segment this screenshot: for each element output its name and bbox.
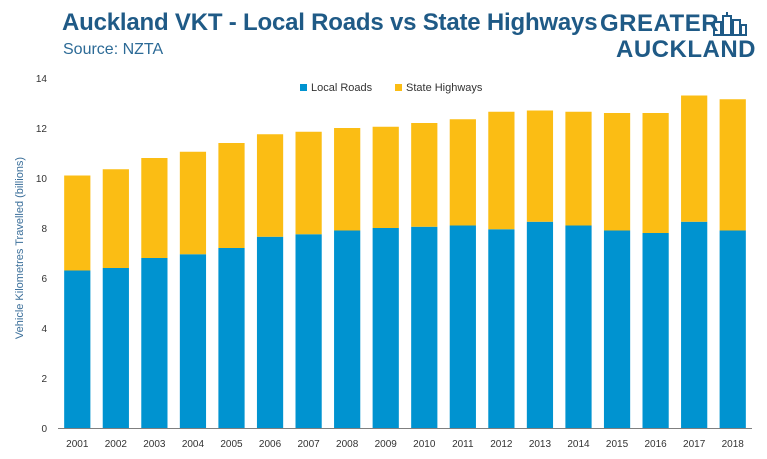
y-tick-label: 8 — [41, 224, 47, 235]
y-tick-label: 4 — [41, 324, 47, 335]
bar-local-roads — [488, 229, 515, 428]
x-tick-label: 2009 — [375, 439, 398, 450]
bar-state-highways — [372, 126, 399, 228]
x-tick-label: 2003 — [143, 439, 166, 450]
bar-state-highways — [64, 175, 91, 271]
bar-local-roads — [64, 270, 91, 428]
x-tick-label: 2014 — [567, 439, 590, 450]
bar-local-roads — [141, 258, 168, 428]
chart-subtitle: Source: NZTA — [63, 41, 164, 58]
bar-state-highways — [449, 119, 476, 226]
bar-local-roads — [526, 221, 554, 428]
x-tick-label: 2012 — [490, 439, 513, 450]
bar-state-highways — [411, 123, 438, 227]
x-tick-label: 2016 — [644, 439, 667, 450]
logo-word-greater: GREATER — [600, 10, 720, 37]
y-tick-label: 14 — [36, 74, 48, 85]
bar-state-highways — [603, 113, 631, 231]
bar-local-roads — [681, 221, 708, 428]
legend-swatch-local-roads — [300, 84, 307, 91]
bar-state-highways — [488, 111, 515, 230]
bar-local-roads — [256, 236, 284, 428]
chart-title: Auckland VKT - Local Roads vs State High… — [62, 9, 598, 36]
bar-local-roads — [179, 254, 207, 428]
y-tick-label: 0 — [41, 424, 47, 435]
bar-local-roads — [603, 230, 631, 428]
bar-local-roads — [372, 228, 399, 428]
bar-state-highways — [719, 99, 746, 231]
x-tick-label: 2002 — [105, 439, 128, 450]
x-tick-label: 2005 — [220, 439, 243, 450]
x-tick-label: 2006 — [259, 439, 282, 450]
y-tick-label: 6 — [41, 274, 47, 285]
x-tick-label: 2018 — [722, 439, 745, 450]
x-tick-label: 2011 — [452, 439, 474, 450]
bar-state-highways — [526, 110, 554, 222]
bar-local-roads — [218, 248, 245, 428]
bar-local-roads — [565, 225, 592, 428]
bar-state-highways — [218, 143, 245, 248]
x-tick-label: 2015 — [606, 439, 629, 450]
x-tick-label: 2013 — [529, 439, 552, 450]
x-tick-label: 2004 — [182, 439, 205, 450]
legend-label-state-highways: State Highways — [406, 82, 483, 94]
bar-state-highways — [141, 158, 168, 258]
bar-state-highways — [256, 134, 284, 237]
bar-state-highways — [102, 169, 129, 268]
x-tick-label: 2007 — [297, 439, 320, 450]
greater-auckland-logo: GREATER AUCKLAND — [600, 10, 755, 63]
legend-label-local-roads: Local Roads — [311, 82, 373, 94]
bar-state-highways — [334, 128, 361, 231]
bar-local-roads — [102, 268, 129, 428]
bar-state-highways — [565, 111, 592, 226]
bar-local-roads — [295, 234, 322, 428]
bar-local-roads — [642, 233, 669, 428]
bar-state-highways — [642, 113, 669, 233]
bar-local-roads — [719, 230, 746, 428]
x-tick-label: 2010 — [413, 439, 436, 450]
bar-state-highways — [179, 151, 207, 255]
y-tick-label: 12 — [36, 124, 48, 135]
x-tick-label: 2001 — [66, 439, 89, 450]
bar-state-highways — [681, 95, 708, 222]
x-tick-label: 2008 — [336, 439, 359, 450]
skyline-icon — [713, 12, 747, 36]
bar-local-roads — [449, 225, 476, 428]
bar-local-roads — [334, 230, 361, 428]
y-tick-label: 2 — [41, 374, 47, 385]
legend-swatch-state-highways — [395, 84, 402, 91]
bar-local-roads — [411, 226, 438, 428]
y-tick-label: 10 — [36, 174, 48, 185]
logo-word-auckland: AUCKLAND — [616, 36, 756, 63]
bar-state-highways — [295, 131, 322, 235]
x-tick-label: 2017 — [683, 439, 706, 450]
